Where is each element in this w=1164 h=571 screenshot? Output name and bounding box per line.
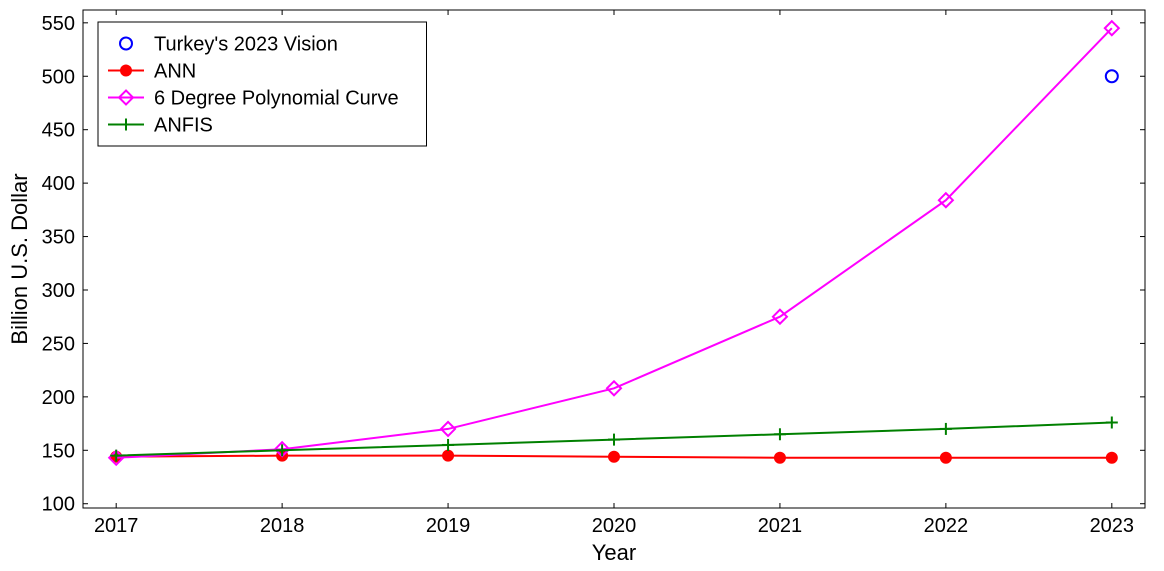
- x-axis-label: Year: [592, 540, 636, 565]
- y-tick-label: 500: [42, 66, 75, 88]
- x-tick-label: 2020: [592, 515, 637, 537]
- y-tick-label: 200: [42, 387, 75, 409]
- legend-label: ANFIS: [154, 115, 213, 137]
- line-chart: 2017 2018 2019 2020 2021 2022 2023 100 150 200 250…: [0, 0, 1164, 571]
- y-axis-label: Billion U.S. Dollar: [7, 173, 32, 344]
- legend: Turkey's 2023 Vision ANN 6 Degree Polynomi…: [98, 22, 427, 146]
- y-tick-label: 450: [42, 120, 75, 142]
- legend-label: ANN: [154, 61, 196, 83]
- y-tick-label: 250: [42, 333, 75, 355]
- x-tick-label: 2021: [758, 515, 803, 537]
- chart-container: 2017 2018 2019 2020 2021 2022 2023 100 150 200 250…: [0, 0, 1164, 571]
- y-tick-label: 350: [42, 227, 75, 249]
- x-tick-label: 2018: [260, 515, 305, 537]
- y-tick-label: 300: [42, 280, 75, 302]
- y-tick-label: 400: [42, 173, 75, 195]
- x-tick-label: 2023: [1090, 515, 1135, 537]
- y-tick-label: 100: [42, 494, 75, 516]
- x-tick-label: 2017: [94, 515, 139, 537]
- y-tick-label: 550: [42, 13, 75, 35]
- y-tick-label: 150: [42, 440, 75, 462]
- legend-label: Turkey's 2023 Vision: [154, 34, 338, 56]
- x-tick-label: 2022: [924, 515, 969, 537]
- x-tick-label: 2019: [426, 515, 471, 537]
- legend-label: 6 Degree Polynomial Curve: [154, 88, 399, 110]
